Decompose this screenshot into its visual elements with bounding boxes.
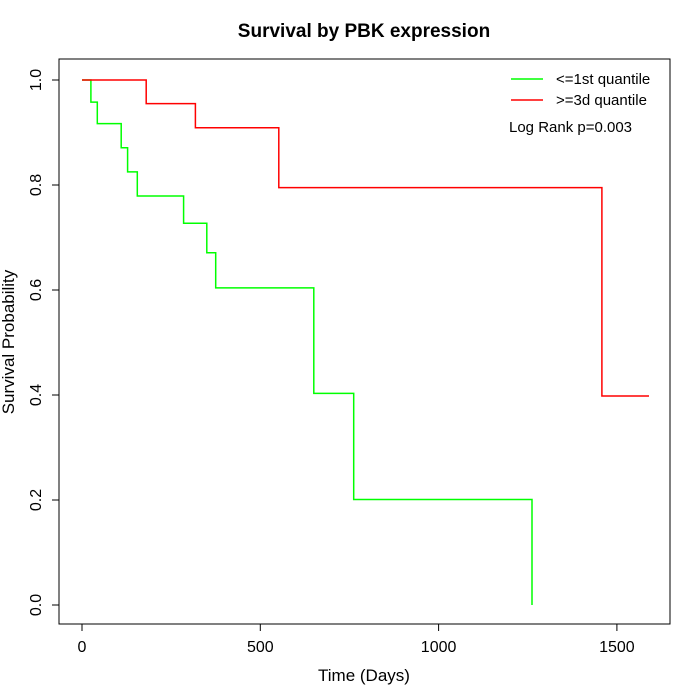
legend-label-1: >=3d quantile: [556, 92, 647, 109]
y-tick-label: 0.6: [28, 279, 45, 301]
y-tick-label: 0.2: [28, 489, 45, 511]
y-tick-label: 1.0: [28, 69, 45, 91]
survival-curves: [82, 79, 649, 605]
y-axis: 0.0 0.2 0.4 0.6 0.8 1.0: [28, 69, 60, 616]
plot-frame: [58, 58, 671, 625]
y-axis-label: Survival Probability: [0, 269, 18, 414]
x-tick-label: 1000: [421, 639, 457, 656]
series-line-0: [82, 79, 533, 605]
x-axis-label: Time (Days): [318, 666, 410, 685]
y-tick-label: 0.0: [28, 594, 45, 616]
series-line-1: [82, 79, 649, 397]
x-axis: 0 500 1000 1500: [78, 623, 635, 656]
legend: <=1st quantile >=3d quantile: [511, 71, 650, 109]
chart-title: Survival by PBK expression: [238, 21, 490, 42]
x-tick-label: 1500: [599, 639, 635, 656]
x-tick-label: 0: [78, 639, 87, 656]
y-tick-label: 0.8: [28, 174, 45, 196]
log-rank-annotation: Log Rank p=0.003: [509, 119, 632, 136]
x-tick-label: 500: [247, 639, 274, 656]
legend-label-0: <=1st quantile: [556, 71, 650, 88]
y-tick-label: 0.4: [28, 384, 45, 406]
